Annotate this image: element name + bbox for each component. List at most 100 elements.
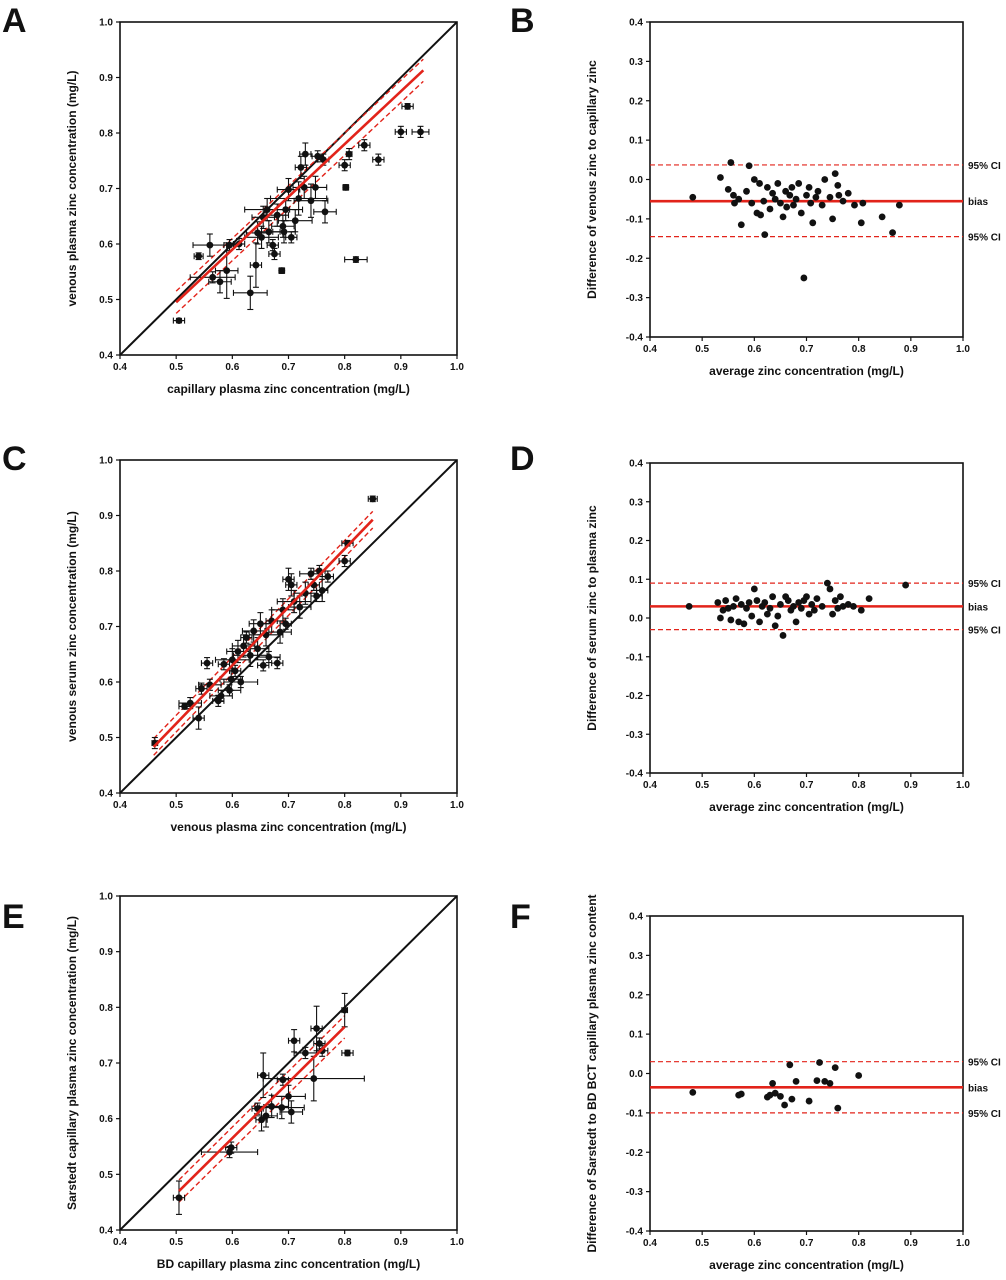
x-tick-label: 0.6 <box>747 1238 761 1249</box>
x-tick-label: 1.0 <box>450 800 464 811</box>
data-point-marker <box>850 602 857 610</box>
data-point-marker <box>748 612 756 620</box>
x-tick-label: 0.5 <box>169 1237 183 1248</box>
data-point-marker <box>808 601 816 608</box>
x-tick-label: 0.9 <box>394 800 408 811</box>
x-tick-label: 0.4 <box>643 344 657 355</box>
y-tick-label: 0.4 <box>99 789 113 800</box>
data-point <box>271 1084 306 1109</box>
data-point-marker <box>727 616 735 624</box>
data-point-marker <box>278 1104 286 1111</box>
data-point <box>192 233 228 257</box>
y-tick-label: 0.9 <box>99 73 113 84</box>
data-point <box>279 617 292 630</box>
y-tick-label: 0.7 <box>99 184 113 195</box>
data-point-marker <box>865 595 873 603</box>
data-point-marker <box>345 150 353 158</box>
panel-b: B 0.4 0.5 0.6 0.7 0.8 0.9 1.0-0.4-0.3-0.2-0.10… <box>510 2 1001 378</box>
data-point-marker <box>273 211 281 219</box>
y-tick-label: 0.2 <box>629 536 643 547</box>
x-tick-label: 0.8 <box>852 780 866 791</box>
data-point-marker <box>227 1144 235 1152</box>
panel-a: A 0.4 0.5 0.6 0.7 0.8 0.9 1.00.40.50.60.70.80.… <box>2 2 464 396</box>
x-axis-label: average zinc concentration (mg/L) <box>709 364 904 378</box>
data-point-marker <box>813 1077 821 1084</box>
data-point <box>294 155 308 180</box>
x-tick-label: 0.4 <box>643 780 657 791</box>
x-tick-label: 0.9 <box>394 362 408 373</box>
data-point <box>214 242 239 299</box>
data-point-marker <box>750 585 758 593</box>
data-point-marker <box>685 602 693 610</box>
y-tick-label: 0.8 <box>99 129 113 140</box>
data-point <box>193 252 204 261</box>
data-point-marker <box>307 570 315 578</box>
data-point <box>372 153 385 166</box>
panel-e: E 0.4 0.5 0.6 0.7 0.8 0.9 1.00.40.50.60.70.80.… <box>2 892 464 1272</box>
panel-f: F 0.4 0.5 0.6 0.7 0.8 0.9 1.0-0.4-0.3-0.2-0.10… <box>510 894 1001 1272</box>
data-point-marker <box>792 618 800 626</box>
data-point-marker <box>237 678 245 686</box>
data-point-marker <box>285 575 292 583</box>
x-tick-label: 0.5 <box>169 362 183 373</box>
data-point-marker <box>859 199 867 207</box>
data-point-marker <box>763 183 771 191</box>
data-point-marker <box>282 206 290 213</box>
data-point-marker <box>835 191 843 199</box>
data-point-marker <box>756 618 763 626</box>
data-point-marker <box>175 317 183 324</box>
data-point-marker <box>279 1076 287 1084</box>
data-point-marker <box>761 231 769 239</box>
data-point-marker <box>771 1089 779 1097</box>
panel-c: C 0.4 0.5 0.6 0.7 0.8 0.9 1.00.40.50.60.70.80.… <box>2 440 464 834</box>
x-tick-label: 0.6 <box>225 800 239 811</box>
plot-frame <box>649 21 964 338</box>
x-tick-label: 1.0 <box>956 344 970 355</box>
y-tick-label: 1.0 <box>99 18 113 29</box>
data-point-marker <box>834 1104 842 1112</box>
data-point-marker <box>727 159 735 166</box>
data-point <box>358 139 371 152</box>
data-point-marker <box>254 645 262 653</box>
data-point <box>338 554 351 568</box>
identity-line <box>120 896 457 1230</box>
data-point-marker <box>788 1095 796 1103</box>
data-point-marker <box>689 1089 697 1096</box>
plot-area <box>120 460 457 793</box>
data-point <box>200 657 214 670</box>
data-point <box>279 1100 304 1124</box>
x-tick-label: 0.4 <box>113 1237 127 1248</box>
plot-area <box>650 1059 963 1114</box>
data-point <box>257 650 281 664</box>
x-tick-label: 0.8 <box>338 362 352 373</box>
data-point <box>178 703 191 710</box>
data-point-marker <box>342 183 350 191</box>
data-point-marker <box>844 601 852 608</box>
y-tick-label: 0.9 <box>99 947 113 958</box>
data-point <box>217 658 231 671</box>
y-tick-label: 0.6 <box>99 678 113 689</box>
data-point-marker <box>748 199 756 207</box>
data-point-marker <box>271 250 278 258</box>
data-point-marker <box>735 618 743 626</box>
data-point-marker <box>417 128 424 136</box>
y-tick-label: 0.4 <box>99 351 113 362</box>
data-point-marker <box>310 1075 318 1082</box>
data-point-marker <box>756 180 763 187</box>
data-point <box>192 706 205 730</box>
data-point-marker <box>779 213 787 221</box>
y-tick-label: -0.4 <box>626 1227 644 1238</box>
data-point <box>341 1049 354 1057</box>
data-point-marker <box>240 642 247 650</box>
data-point-marker <box>777 1092 784 1100</box>
y-tick-label: 0.5 <box>99 733 113 744</box>
data-point-marker <box>783 203 791 211</box>
plot-frame <box>649 915 964 1232</box>
data-point-marker <box>795 599 803 606</box>
x-tick-label: 0.7 <box>800 1238 814 1249</box>
x-tick-label: 0.6 <box>225 362 239 373</box>
data-point <box>244 225 279 249</box>
data-point-marker <box>318 587 326 594</box>
data-point-marker <box>369 495 377 503</box>
y-tick-label: 0.3 <box>629 57 643 68</box>
